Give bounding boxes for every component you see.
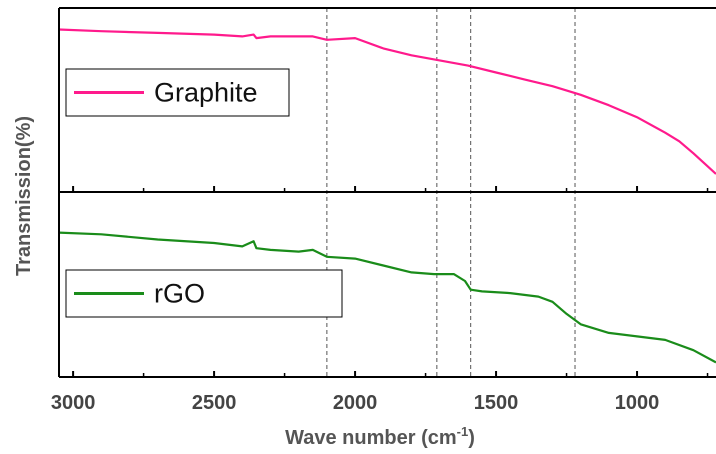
x-tick-label: 3000 (51, 392, 96, 414)
x-axis-title-close: ) (468, 427, 475, 449)
x-tick-label: 2500 (192, 392, 237, 414)
x-axis-title-main: Wave number (cm (285, 427, 457, 449)
x-tick-labels: 3000 2500 2000 1500 1000 (51, 392, 659, 414)
x-tick-label: 1000 (615, 392, 660, 414)
series-line-rgo (58, 231, 716, 364)
legend-box-graphite (65, 68, 290, 117)
legends: Graphite rGO (65, 68, 343, 318)
x-ticks (72, 186, 709, 377)
y-axis-title: Transmission(%) (13, 116, 35, 276)
legend-label-rgo: rGO (154, 279, 205, 309)
x-tick-label: 1500 (474, 392, 519, 414)
series-group (58, 28, 716, 364)
x-axis-title-sup: -1 (457, 424, 469, 439)
x-axis-title: Wave number (cm-1) (285, 424, 475, 449)
x-tick-label: 2000 (333, 392, 378, 414)
legend-label-graphite: Graphite (154, 78, 258, 108)
plot-frame (58, 7, 716, 378)
series-line-graphite (58, 28, 716, 175)
